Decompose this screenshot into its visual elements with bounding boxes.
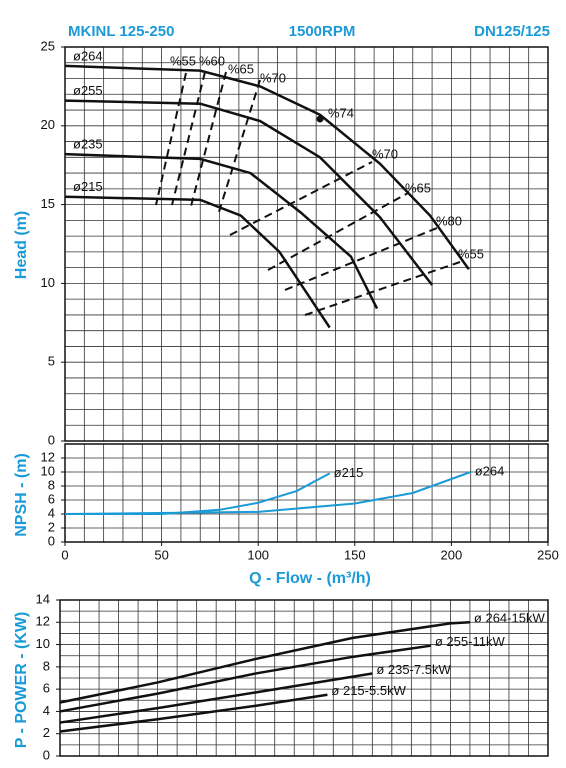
efficiency-label: %80 — [436, 213, 462, 228]
efficiency-point — [316, 115, 324, 123]
y-tick-label: 12 — [36, 614, 50, 629]
y-tick-label: 2 — [43, 725, 50, 740]
y-tick-label: 10 — [36, 636, 50, 651]
efficiency-line — [267, 192, 409, 271]
efficiency-line — [171, 71, 206, 206]
curve — [64, 195, 331, 329]
curve — [59, 644, 432, 713]
x-tick-label: 50 — [154, 547, 168, 562]
y-tick-label: 4 — [43, 703, 50, 718]
plot-frame — [64, 46, 549, 442]
x-tick-label: 200 — [441, 547, 463, 562]
efficiency-label: %65 — [405, 180, 431, 195]
x-axis-title: Q - Flow - (m³/h) — [249, 570, 371, 587]
curve — [59, 693, 328, 733]
efficiency-line — [284, 227, 438, 291]
y-tick-label: 0 — [48, 533, 55, 548]
y-tick-label: 20 — [41, 117, 55, 132]
x-tick-label: 150 — [344, 547, 366, 562]
efficiency-label: %55 — [170, 53, 196, 68]
x-tick-label: 100 — [247, 547, 269, 562]
plot-frame — [59, 599, 549, 757]
curve — [64, 471, 472, 515]
efficiency-label: %65 — [228, 61, 254, 76]
y-axis-title: NPSH - (m) — [13, 453, 30, 537]
curve-label: ø 215-5.5kW — [331, 683, 406, 698]
curve-label: ø 255-11kW — [435, 634, 506, 649]
efficiency-line — [155, 72, 187, 206]
curve — [59, 621, 470, 704]
x-tick-label: 0 — [61, 547, 68, 562]
plot-frame — [64, 443, 549, 543]
y-tick-label: 25 — [41, 38, 55, 53]
curve — [59, 672, 373, 724]
curve — [64, 152, 379, 310]
efficiency-label: %74 — [328, 105, 354, 120]
curve-label: ø255 — [73, 83, 103, 98]
y-tick-label: 5 — [48, 354, 55, 369]
y-tick-label: 0 — [43, 747, 50, 762]
curve-label: ø215 — [334, 465, 364, 480]
efficiency-label: %70 — [260, 70, 286, 85]
chart-title: MKINL 125-250 — [68, 23, 174, 40]
y-tick-label: 6 — [48, 491, 55, 506]
efficiency-line — [189, 71, 227, 211]
y-tick-label: 10 — [41, 463, 55, 478]
curve — [64, 99, 434, 286]
curve-label: ø 235-7.5kW — [376, 662, 451, 677]
x-tick-label: 250 — [537, 547, 559, 562]
y-tick-label: 8 — [43, 658, 50, 673]
curve — [64, 64, 470, 270]
efficiency-line — [217, 79, 261, 216]
y-axis-title: P - POWER - (KW) — [13, 612, 30, 749]
efficiency-label: %70 — [372, 146, 398, 161]
y-axis-title: Head (m) — [13, 211, 30, 279]
curve-label: ø 264-15kW — [474, 611, 546, 626]
chart-title: 1500RPM — [289, 23, 356, 40]
y-tick-label: 15 — [41, 196, 55, 211]
y-tick-label: 0 — [48, 432, 55, 447]
y-tick-label: 8 — [48, 477, 55, 492]
efficiency-label: %55 — [458, 246, 484, 261]
chart-title: DN125/125 — [474, 23, 550, 40]
curve-label: ø215 — [73, 179, 103, 194]
y-tick-label: 2 — [48, 519, 55, 534]
y-tick-label: 10 — [41, 275, 55, 290]
y-tick-label: 14 — [36, 591, 50, 606]
curve-label: ø235 — [73, 137, 103, 152]
y-tick-label: 4 — [48, 505, 55, 520]
efficiency-line — [304, 261, 461, 316]
y-tick-label: 6 — [43, 681, 50, 696]
curve-label: ø264 — [475, 463, 505, 478]
y-tick-label: 12 — [41, 449, 55, 464]
efficiency-label: %60 — [199, 53, 225, 68]
efficiency-line — [229, 161, 373, 236]
curve-label: ø264 — [73, 48, 103, 63]
curve — [65, 472, 331, 515]
